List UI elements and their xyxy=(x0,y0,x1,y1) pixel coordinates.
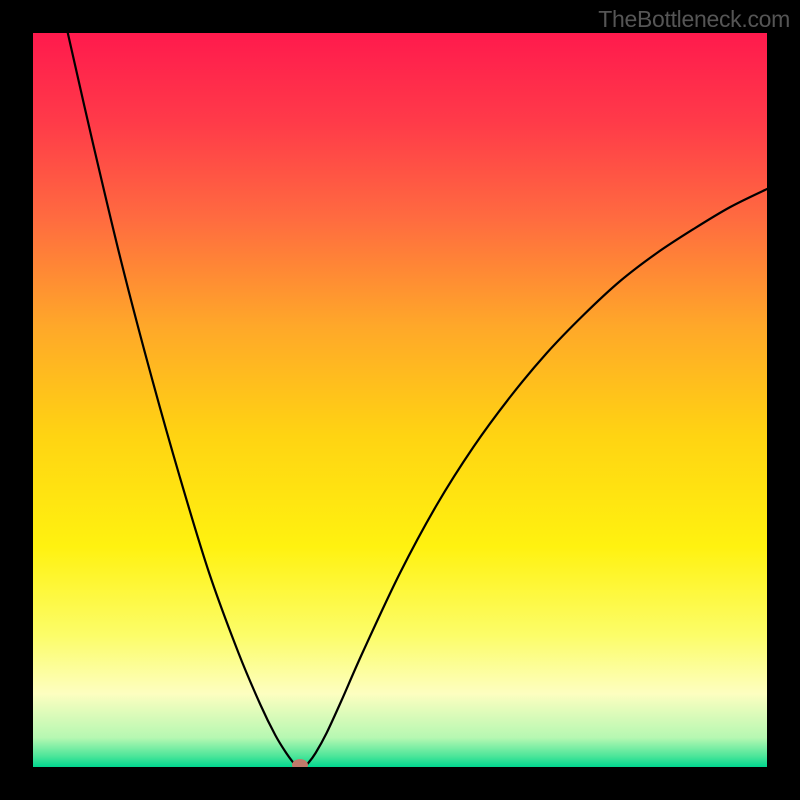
watermark-text: TheBottleneck.com xyxy=(598,6,790,33)
optimal-point-marker xyxy=(292,759,308,768)
chart-plot-area xyxy=(33,33,767,767)
chart-background-gradient xyxy=(33,33,767,767)
